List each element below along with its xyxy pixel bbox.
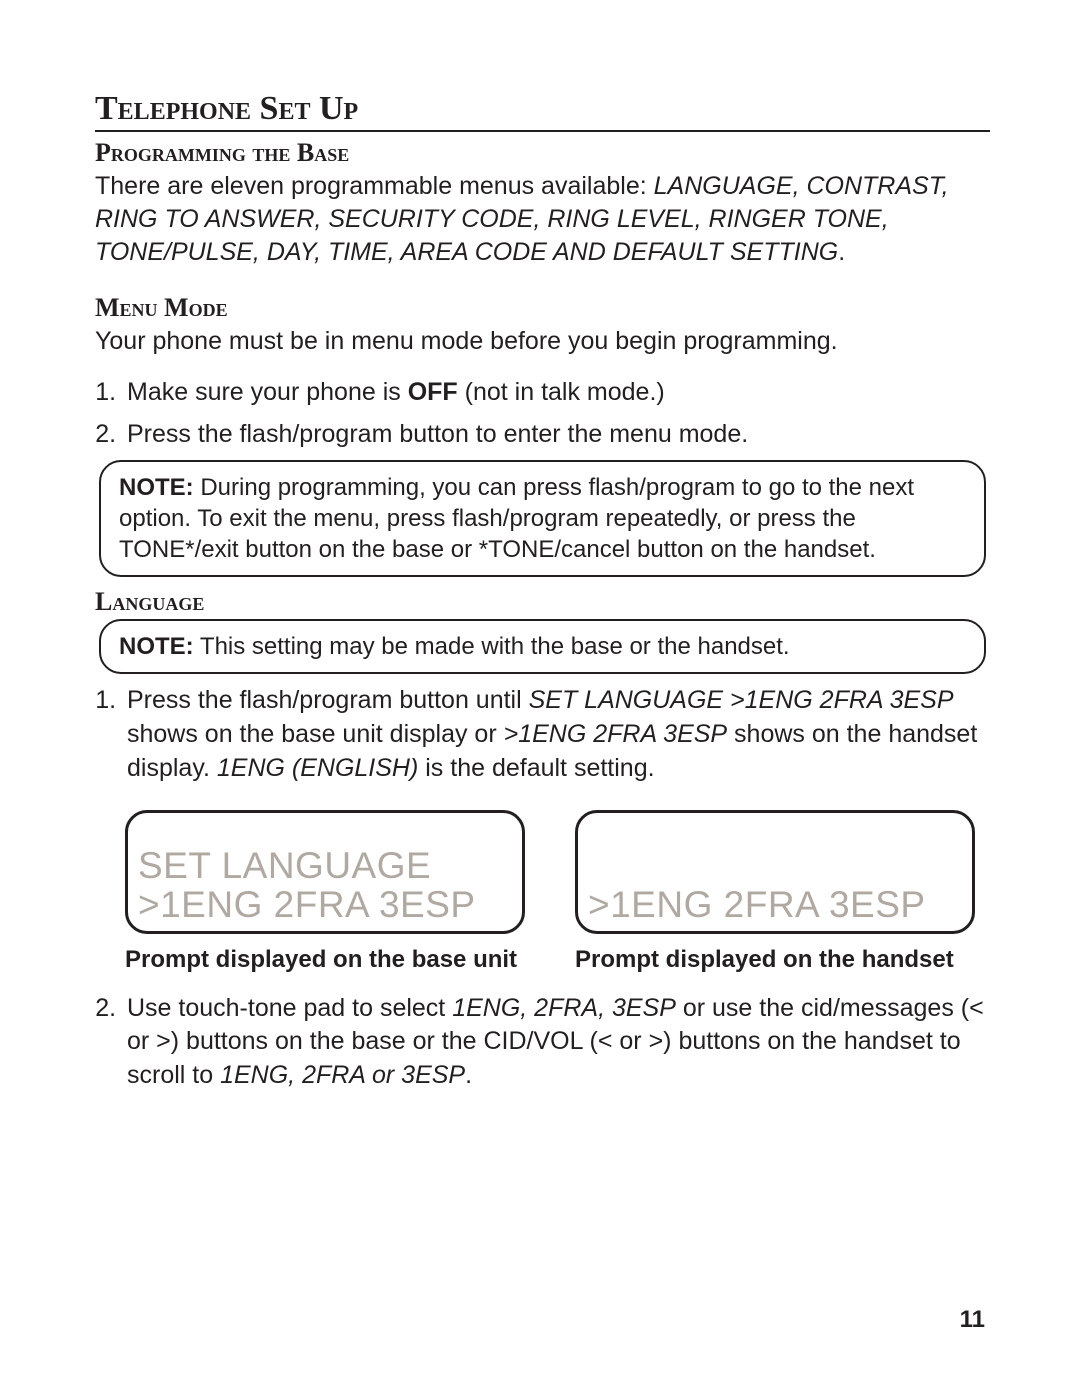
note-label-lang: NOTE: [119,633,194,660]
menu-mode-intro: Your phone must be in menu mode before y… [95,325,990,358]
lcd-base-unit: SET LANGUAGE >1ENG 2FRA 3ESP [125,810,525,934]
menu-step-2: Press the flash/program button to enter … [123,418,990,452]
note-menu-mode: NOTE: During programming, you can press … [99,460,986,578]
ls2-b: 1ENG, 2FRA, 3ESP [452,994,676,1022]
lcd-handset-line2: >1ENG 2FRA 3ESP [588,886,962,925]
language-steps-2: Use touch-tone pad to select 1ENG, 2FRA,… [95,992,990,1093]
ls1-d: >1ENG 2FRA 3ESP [504,720,727,748]
heading-language: Language [95,587,990,617]
heading-programming-base: Programming the Base [95,138,990,168]
ls1-f: 1ENG (ENGLISH) [217,754,418,782]
programming-intro-pre: There are eleven programmable menus avai… [95,172,654,200]
note-language: NOTE: This setting may be made with the … [99,619,986,674]
ls1-b: SET LANGUAGE >1ENG 2FRA 3ESP [529,686,954,714]
note-lang-text: This setting may be made with the base o… [194,633,790,660]
menu-step-1-post: (not in talk mode.) [458,378,665,406]
note-label: NOTE: [119,474,194,501]
menu-step-1: Make sure your phone is OFF (not in talk… [123,376,990,410]
language-steps: Press the flash/program button until SET… [95,684,990,785]
ls1-c: shows on the base unit display or [127,720,504,748]
lcd-base-line2: >1ENG 2FRA 3ESP [138,886,512,925]
lcd-base-col: SET LANGUAGE >1ENG 2FRA 3ESP Prompt disp… [125,810,525,974]
caption-handset: Prompt displayed on the handset [575,946,975,974]
heading-menu-mode: Menu Mode [95,293,990,323]
ls2-d: 1ENG, 2FRA or 3ESP [220,1061,465,1089]
page-number: 11 [960,1306,985,1334]
lcd-handset: >1ENG 2FRA 3ESP [575,810,975,934]
ls1-g: is the default setting. [418,754,654,782]
caption-base: Prompt displayed on the base unit [125,946,525,974]
ls2-e: . [465,1061,472,1089]
menu-step-1-bold: OFF [408,378,458,406]
note-menu-text: During programming, you can press flash/… [119,474,914,563]
lcd-displays-row: SET LANGUAGE >1ENG 2FRA 3ESP Prompt disp… [125,810,990,974]
lcd-handset-col: >1ENG 2FRA 3ESP Prompt displayed on the … [575,810,975,974]
menu-step-1-pre: Make sure your phone is [127,378,408,406]
programming-intro: There are eleven programmable menus avai… [95,170,990,269]
ls2-a: Use touch-tone pad to select [127,994,452,1022]
language-step-2: Use touch-tone pad to select 1ENG, 2FRA,… [123,992,990,1093]
ls1-a: Press the flash/program button until [127,686,529,714]
language-step-1: Press the flash/program button until SET… [123,684,990,785]
lcd-base-line1: SET LANGUAGE [138,847,512,886]
menu-mode-steps: Make sure your phone is OFF (not in talk… [95,376,990,452]
page-title: Telephone Set Up [95,90,990,132]
programming-intro-post: . [838,238,845,266]
